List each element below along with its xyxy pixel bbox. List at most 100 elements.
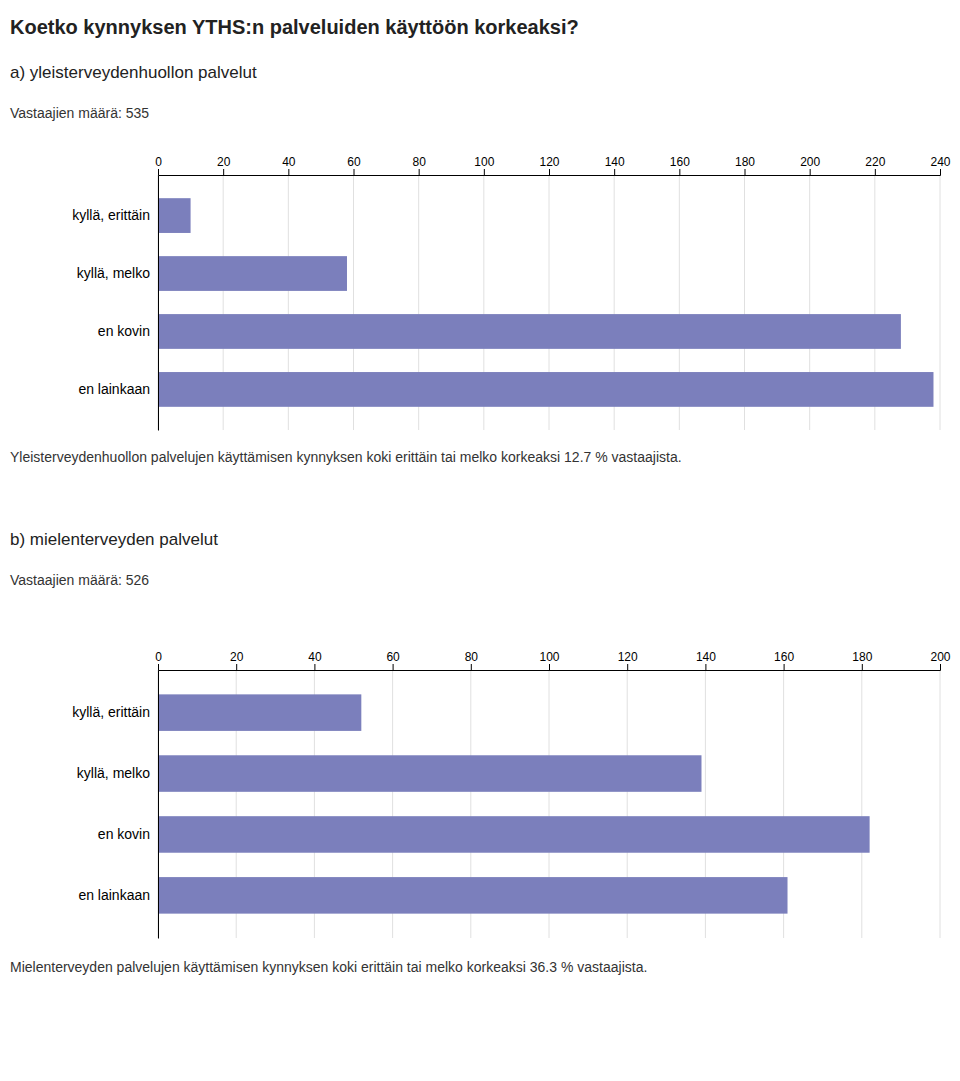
bar — [158, 256, 347, 291]
tick-mark — [393, 664, 394, 670]
tick-label: 80 — [412, 155, 426, 169]
plot-area: 0 20 40 60 80 100 120 140 160 180 200 220 240 kyllä, … — [72, 155, 951, 431]
footnote: Yleisterveydenhuollon palvelujen käyttäm… — [10, 449, 682, 465]
tick-label: 160 — [774, 650, 794, 664]
x-axis: 020406080100120140160180200 — [155, 650, 951, 671]
tick: 100 — [539, 650, 559, 670]
tick-mark — [314, 664, 315, 670]
tick-label: 140 — [696, 650, 716, 664]
tick-mark — [236, 664, 237, 670]
tick-mark — [471, 664, 472, 670]
category-label: en lainkaan — [78, 381, 150, 397]
tick-mark — [419, 169, 420, 175]
grid-line — [940, 670, 941, 938]
bar — [158, 314, 901, 349]
tick-mark — [705, 664, 706, 670]
tick-label: 80 — [465, 650, 479, 664]
tick-mark — [288, 169, 289, 175]
tick: kyllä, erittäin — [72, 704, 158, 720]
tick: 60 — [347, 155, 361, 175]
bar — [158, 198, 191, 233]
grid-line — [861, 670, 862, 938]
category-label: en kovin — [98, 323, 150, 339]
tick-mark — [940, 169, 941, 175]
tick-label: 40 — [282, 155, 296, 169]
tick: 200 — [800, 155, 820, 175]
tick-mark — [354, 169, 355, 175]
tick-mark — [549, 664, 550, 670]
tick: 180 — [735, 155, 755, 175]
tick: 180 — [852, 650, 872, 670]
axis-line — [158, 671, 159, 939]
tick: 240 — [930, 155, 950, 175]
tick-mark — [484, 169, 485, 175]
tick: 160 — [670, 155, 690, 175]
tick: 140 — [696, 650, 716, 670]
tick: kyllä, erittäin — [72, 207, 158, 223]
axis-line — [159, 664, 941, 671]
tick-mark — [679, 169, 680, 175]
bar — [158, 877, 788, 914]
tick-label: 100 — [539, 650, 559, 664]
bars — [158, 198, 933, 407]
category-label: en kovin — [98, 826, 150, 842]
tick: 220 — [865, 155, 885, 175]
tick: en lainkaan — [78, 887, 158, 903]
tick-mark — [745, 169, 746, 175]
footnote: Mielenterveyden palvelujen käyttämisen k… — [10, 959, 647, 975]
tick: 80 — [465, 650, 479, 670]
tick: en kovin — [98, 826, 158, 842]
tick-mark — [549, 169, 550, 175]
main-title: Koetko kynnyksen YTHS:n palveluiden käyt… — [10, 16, 579, 38]
category-label: kyllä, melko — [77, 265, 150, 281]
tick: 120 — [618, 650, 638, 670]
tick: kyllä, melko — [77, 765, 158, 781]
tick: 40 — [282, 155, 296, 175]
category-label: kyllä, erittäin — [72, 207, 150, 223]
grid-line — [940, 175, 941, 430]
grid — [158, 175, 940, 430]
tick-label: 200 — [800, 155, 820, 169]
tick-mark — [614, 169, 615, 175]
tick-label: 40 — [308, 650, 322, 664]
tick-label: 20 — [230, 650, 244, 664]
tick: 120 — [539, 155, 559, 175]
bar — [158, 755, 701, 792]
bar — [158, 694, 361, 731]
tick: 0 — [155, 650, 162, 670]
tick-mark — [158, 169, 159, 175]
category-label: en lainkaan — [78, 887, 150, 903]
tick-label: 0 — [155, 155, 162, 169]
respondents-label: Vastaajien määrä: 526 — [10, 572, 149, 588]
tick-mark — [940, 664, 941, 670]
subtitle: b) mielenterveyden palvelut — [10, 530, 218, 549]
tick-mark — [810, 169, 811, 175]
tick: 20 — [217, 155, 231, 175]
chart-canvas: Koetko kynnyksen YTHS:n palveluiden käyt… — [0, 0, 960, 1081]
tick: 160 — [774, 650, 794, 670]
grid-line — [158, 175, 159, 430]
bar — [158, 372, 933, 407]
tick-mark — [627, 664, 628, 670]
axis-line — [159, 169, 941, 176]
tick: 80 — [412, 155, 426, 175]
tick: 100 — [474, 155, 494, 175]
tick: 0 — [155, 155, 162, 175]
y-axis: kyllä, erittäin kyllä, melko en kovin en la… — [72, 671, 158, 939]
subtitle: a) yleisterveydenhuollon palvelut — [10, 63, 257, 82]
tick-label: 180 — [735, 155, 755, 169]
tick-label: 120 — [539, 155, 559, 169]
tick-label: 180 — [852, 650, 872, 664]
tick-label: 140 — [605, 155, 625, 169]
tick-label: 60 — [386, 650, 400, 664]
tick-label: 20 — [217, 155, 231, 169]
tick-mark — [223, 169, 224, 175]
tick: en kovin — [98, 323, 158, 339]
x-axis: 0 20 40 60 80 100 120 140 160 180 200 220 240 — [155, 155, 951, 176]
tick-label: 120 — [618, 650, 638, 664]
y-axis: kyllä, erittäin kyllä, melko en kovin en la… — [72, 176, 158, 431]
bars — [158, 694, 870, 913]
tick: 40 — [308, 650, 322, 670]
tick-label: 0 — [155, 650, 162, 664]
tick: 20 — [230, 650, 244, 670]
